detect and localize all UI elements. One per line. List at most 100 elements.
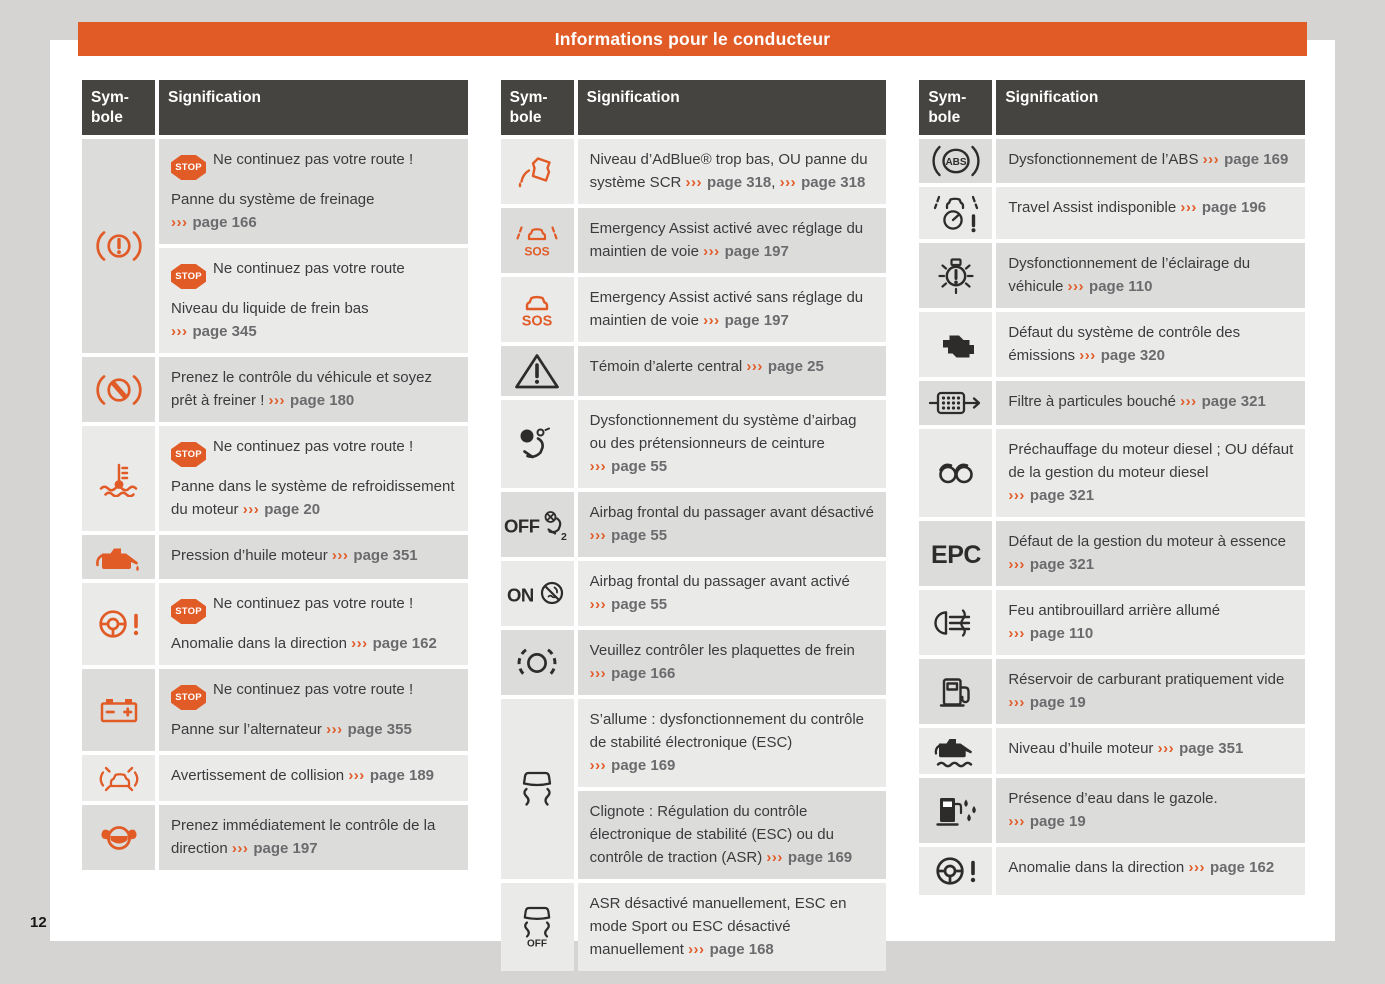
cell-text: Travel Assist indisponible ››› page 196 bbox=[1008, 199, 1267, 216]
page-reference: ››› page 162 bbox=[1188, 859, 1274, 876]
signification-cell: Niveau d’AdBlue® trop bas, OU panne du s… bbox=[577, 139, 887, 204]
page-reference: ››› page 19 bbox=[1008, 694, 1085, 711]
signification-cell: Réservoir de carburant pratiquement vide… bbox=[996, 659, 1306, 724]
page-reference: ››› page 318 bbox=[686, 174, 772, 191]
triple-chevron-icon: ››› bbox=[1008, 556, 1025, 573]
signification-cell: Travel Assist indisponible ››› page 196 bbox=[996, 187, 1306, 239]
symbol-cell bbox=[500, 400, 574, 488]
table-row: Défaut du système de contrôle des émissi… bbox=[919, 312, 1306, 377]
stop-badge: STOP bbox=[171, 264, 206, 289]
symbol-cell bbox=[500, 630, 574, 695]
signification-column: Prenez immédiatement le contrôle de la d… bbox=[159, 805, 468, 870]
page-reference: ››› page 20 bbox=[243, 501, 320, 518]
section-title-bar: Informations pour le conducteur bbox=[78, 22, 1307, 56]
symbol-cell bbox=[82, 755, 155, 801]
check-engine-icon bbox=[930, 329, 982, 361]
signification-column: Réservoir de carburant pratiquement vide… bbox=[996, 659, 1306, 724]
cell-text: Feu antibrouillard arrière allumé ››› pag… bbox=[1008, 602, 1221, 642]
cell-text: Dysfonctionnement de l’éclairage du véhi… bbox=[1008, 255, 1251, 295]
cell-text: Niveau du liquide de frein bas ››› page 3… bbox=[171, 300, 369, 340]
cell-text: Pression d’huile moteur ››› page 351 bbox=[171, 547, 418, 564]
table-row: STOP Ne continuez pas votre route ! Panne … bbox=[82, 139, 468, 353]
triple-chevron-icon: ››› bbox=[1079, 347, 1096, 364]
signification-column: Airbag frontal du passager avant désacti… bbox=[577, 492, 887, 557]
signification-column: STOP Ne continuez pas votre route ! Panne … bbox=[159, 426, 468, 531]
signification-column: Dysfonctionnement du système d’airbag ou… bbox=[577, 400, 887, 488]
symbol-cell: OFF 2 bbox=[500, 492, 574, 557]
symbol-cell bbox=[82, 357, 155, 422]
page-reference: ››› page 189 bbox=[348, 767, 434, 784]
signification-cell: STOP Ne continuez pas votre route ! Panne … bbox=[159, 669, 468, 751]
cell-text: Préchauffage du moteur diesel ; OU défau… bbox=[1008, 441, 1294, 504]
page-number-link: page 318 bbox=[801, 174, 866, 191]
page-number-link: page 197 bbox=[253, 840, 318, 857]
esc-icon bbox=[515, 770, 559, 808]
section-title: Informations pour le conducteur bbox=[554, 28, 831, 49]
triple-chevron-icon: ››› bbox=[171, 214, 188, 231]
signification-column: Niveau d’huile moteur ››› page 351 bbox=[996, 728, 1306, 774]
stop-badge: STOP bbox=[171, 442, 206, 467]
page-number-link: page 197 bbox=[724, 243, 789, 260]
signification-cell: Dysfonctionnement de l’ABS ››› page 169 bbox=[996, 139, 1306, 183]
table-row: S’allume : dysfonctionnement du contrôle… bbox=[500, 699, 887, 879]
signification-column: Pression d’huile moteur ››› page 351 bbox=[159, 535, 468, 579]
svg-text:ABS: ABS bbox=[945, 157, 966, 168]
table-row: Pression d’huile moteur ››› page 351 bbox=[82, 535, 468, 579]
signification-cell: Présence d’eau dans le gazole. ››› page 1… bbox=[996, 778, 1306, 843]
symbol-cell: ON bbox=[500, 561, 574, 626]
cell-text: Défaut du système de contrôle des émissi… bbox=[1008, 324, 1241, 364]
lighting-fault-icon bbox=[932, 256, 980, 296]
cell-text: Réservoir de carburant pratiquement vide… bbox=[1008, 671, 1285, 711]
symbol-cell: ABS bbox=[919, 139, 993, 183]
table-2: Sym-bole Signification Niveau d’AdBlue® tr… bbox=[500, 80, 887, 971]
page-reference: ››› page 321 bbox=[1008, 487, 1094, 504]
page-number-link: page 166 bbox=[192, 214, 257, 231]
triple-chevron-icon: ››› bbox=[1067, 278, 1085, 295]
page-number-link: page 345 bbox=[192, 323, 257, 340]
steering-warning-icon bbox=[931, 853, 981, 889]
page-reference: ››› page 166 bbox=[590, 665, 676, 682]
signification-column: Préchauffage du moteur diesel ; OU défau… bbox=[996, 429, 1306, 517]
triple-chevron-icon: ››› bbox=[746, 358, 763, 375]
page-reference: ››› page 55 bbox=[590, 527, 667, 544]
cell-text: STOP Ne continuez pas votre route bbox=[171, 257, 458, 289]
glow-plug-icon bbox=[932, 459, 980, 487]
abs-icon: ABS bbox=[930, 145, 982, 177]
cell-text: Avertissement de collision ››› page 189 bbox=[171, 767, 435, 784]
page-reference: ››› page 110 bbox=[1068, 278, 1153, 295]
brake-intervention-icon bbox=[95, 373, 143, 407]
adblue-icon bbox=[513, 153, 561, 191]
signification-column: Défaut de la gestion du moteur à essence… bbox=[996, 521, 1306, 586]
signification-cell: Préchauffage du moteur diesel ; OU défau… bbox=[996, 429, 1306, 517]
page-number-link: page 168 bbox=[709, 941, 774, 958]
signification-column: Feu antibrouillard arrière allumé ››› pag… bbox=[996, 590, 1306, 655]
page-number-link: page 321 bbox=[1029, 556, 1095, 573]
triple-chevron-icon: ››› bbox=[268, 392, 286, 409]
hands-on-steering-icon bbox=[93, 822, 145, 854]
table-row: Avertissement de collision ››› page 189 bbox=[82, 755, 468, 801]
page-reference: ››› page 355 bbox=[326, 721, 412, 738]
table-row: STOP Ne continuez pas votre route ! Panne … bbox=[82, 426, 468, 531]
rear-fog-icon bbox=[932, 607, 980, 639]
cell-text: Dysfonctionnement de l’ABS ››› page 169 bbox=[1008, 151, 1289, 168]
cell-text: STOP Ne continuez pas votre route ! bbox=[171, 592, 458, 624]
table-row: Dysfonctionnement du système d’airbag ou… bbox=[500, 400, 887, 488]
page-number-link: page 169 bbox=[611, 757, 676, 774]
cell-text: STOP Ne continuez pas votre route ! bbox=[171, 435, 458, 467]
cell-text: Prenez le contrôle du véhicule et soyez … bbox=[171, 369, 432, 409]
signification-column: STOP Ne continuez pas votre route ! Anomal… bbox=[159, 583, 468, 665]
central-warning-icon bbox=[514, 352, 560, 390]
cell-text: Prenez immédiatement le contrôle de la d… bbox=[171, 817, 436, 857]
page-number-link: page 351 bbox=[353, 547, 418, 564]
table-header-row: Sym-bole Signification bbox=[500, 80, 887, 135]
stop-badge: STOP bbox=[171, 685, 206, 710]
triple-chevron-icon: ››› bbox=[351, 635, 368, 652]
triple-chevron-icon: ››› bbox=[242, 501, 260, 518]
symbol-cell bbox=[82, 426, 155, 531]
table-row: Veuillez contrôler les plaquettes de fre… bbox=[500, 630, 887, 695]
symbol-cell: SOS bbox=[500, 277, 574, 342]
column-header-signification: Signification bbox=[577, 80, 887, 135]
page-number-link: page 189 bbox=[369, 767, 435, 784]
symbol-cell bbox=[82, 669, 155, 751]
column-header-signification: Signification bbox=[996, 80, 1306, 135]
